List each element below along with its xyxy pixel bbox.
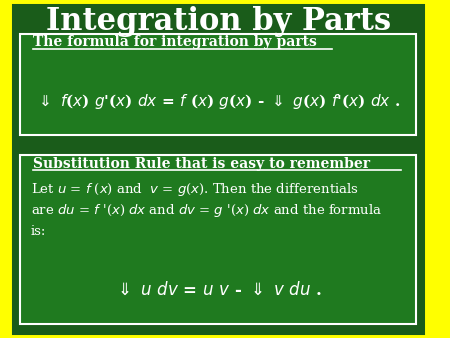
FancyBboxPatch shape: [20, 155, 416, 324]
Text: Substitution Rule that is easy to remember: Substitution Rule that is easy to rememb…: [33, 157, 370, 171]
Text: Integration by Parts: Integration by Parts: [45, 6, 391, 38]
Text: $\Downarrow$ $f$($x$) $g$'($x$) $dx$ = $f$ ($x$) $g$($x$) - $\Downarrow$ $g$($x$: $\Downarrow$ $f$($x$) $g$'($x$) $dx$ = $…: [36, 92, 400, 111]
Text: $\Downarrow$ $u$ $dv$ = $u$ $v$ - $\Downarrow$ $v$ $du$ .: $\Downarrow$ $u$ $dv$ = $u$ $v$ - $\Down…: [114, 282, 322, 299]
Text: is:: is:: [31, 225, 46, 238]
FancyBboxPatch shape: [8, 0, 428, 338]
Text: The formula for integration by parts: The formula for integration by parts: [33, 35, 317, 49]
FancyBboxPatch shape: [20, 34, 416, 135]
Text: Let $u$ = $f$ ($x$) and  $v$ = $g$($x$). Then the differentials: Let $u$ = $f$ ($x$) and $v$ = $g$($x$). …: [31, 181, 359, 198]
Text: are $du$ = $f$ '($x$) $dx$ and $dv$ = $g$ '($x$) $dx$ and the formula: are $du$ = $f$ '($x$) $dx$ and $dv$ = $g…: [31, 202, 382, 219]
